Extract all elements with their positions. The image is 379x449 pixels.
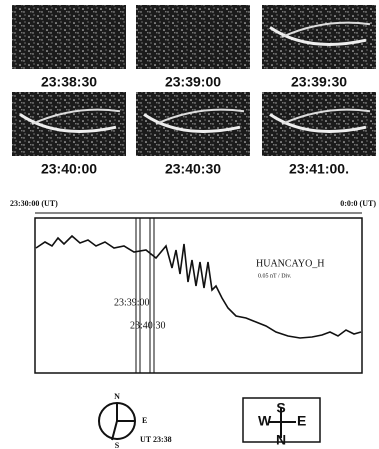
start-label: 23:30:00 (UT) bbox=[10, 199, 58, 208]
frame-feature bbox=[19, 113, 117, 133]
compass-north: N bbox=[114, 392, 120, 401]
frame-feature bbox=[143, 113, 241, 133]
frame-time: 23:41:00. bbox=[289, 161, 349, 177]
frames: 23:38:30 23:39:00 23:39:30 23:40:00 23:40:30… bbox=[12, 5, 376, 177]
frame-feature bbox=[31, 108, 121, 125]
plot-frame bbox=[34, 217, 363, 374]
frame-time: 23:39:00 bbox=[165, 74, 221, 90]
frame-image bbox=[12, 5, 126, 69]
marker-label: 23:40:30 bbox=[130, 320, 166, 331]
frame-image bbox=[12, 92, 126, 156]
frame-feature bbox=[155, 108, 245, 125]
trace bbox=[35, 234, 362, 339]
magnetogram: 23:30:00 (UT) 0:0:0 (UT) HUANCAYO_H 0.05… bbox=[10, 199, 376, 374]
compass-south: S bbox=[115, 441, 120, 449]
frame-time: 23:40:00 bbox=[41, 161, 97, 177]
marker-label: 23:39:00 bbox=[114, 297, 150, 308]
frame-time: 23:40:30 bbox=[165, 161, 221, 177]
east: E bbox=[297, 413, 306, 429]
scale: 0.05 nT / Div. bbox=[258, 273, 292, 279]
south: S bbox=[276, 400, 285, 416]
frame-image bbox=[136, 92, 250, 156]
orientation: W E S N bbox=[242, 397, 321, 448]
compass-east: E bbox=[142, 416, 147, 425]
west: W bbox=[258, 413, 272, 429]
end-label: 0:0:0 (UT) bbox=[340, 199, 376, 208]
compass-time: UT 23:38 bbox=[140, 435, 172, 444]
compass: N E S UT 23:38 bbox=[98, 392, 172, 449]
frame-feature bbox=[281, 21, 371, 38]
station: HUANCAYO_H bbox=[256, 258, 325, 269]
frame-time: 23:39:30 bbox=[291, 74, 347, 90]
frame-feature bbox=[269, 26, 367, 46]
frame-time: 23:38:30 bbox=[41, 74, 97, 90]
frame-feature bbox=[281, 108, 371, 125]
frame-image bbox=[136, 5, 250, 69]
frame-feature bbox=[269, 113, 367, 133]
frame-image bbox=[262, 5, 376, 69]
frame-image bbox=[262, 92, 376, 156]
north: N bbox=[276, 432, 286, 448]
